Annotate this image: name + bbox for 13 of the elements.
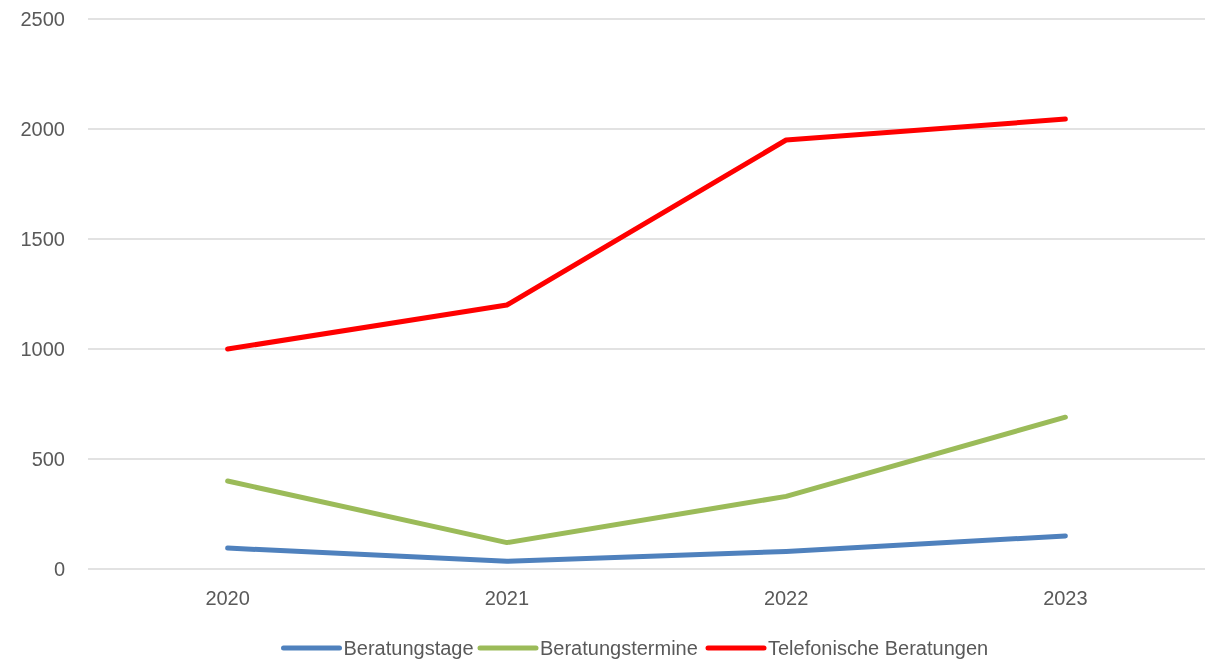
x-tick-label: 2022 [763, 587, 809, 609]
x-tick-label: 2021 [484, 587, 530, 609]
y-tick-label: 1500 [20, 228, 65, 250]
legend-label: Telefonische Beratungen [768, 637, 989, 659]
legend-label: Beratungstermine [540, 637, 698, 659]
y-tick-label: 500 [31, 448, 65, 470]
legend-label: Beratungstage [343, 637, 474, 659]
x-tick-label: 2023 [1043, 587, 1088, 609]
y-tick-label: 1000 [20, 338, 65, 360]
y-tick-label: 0 [53, 558, 65, 580]
y-tick-label: 2500 [20, 8, 65, 30]
y-tick-label: 2000 [20, 118, 65, 140]
x-tick-label: 2020 [205, 587, 250, 609]
